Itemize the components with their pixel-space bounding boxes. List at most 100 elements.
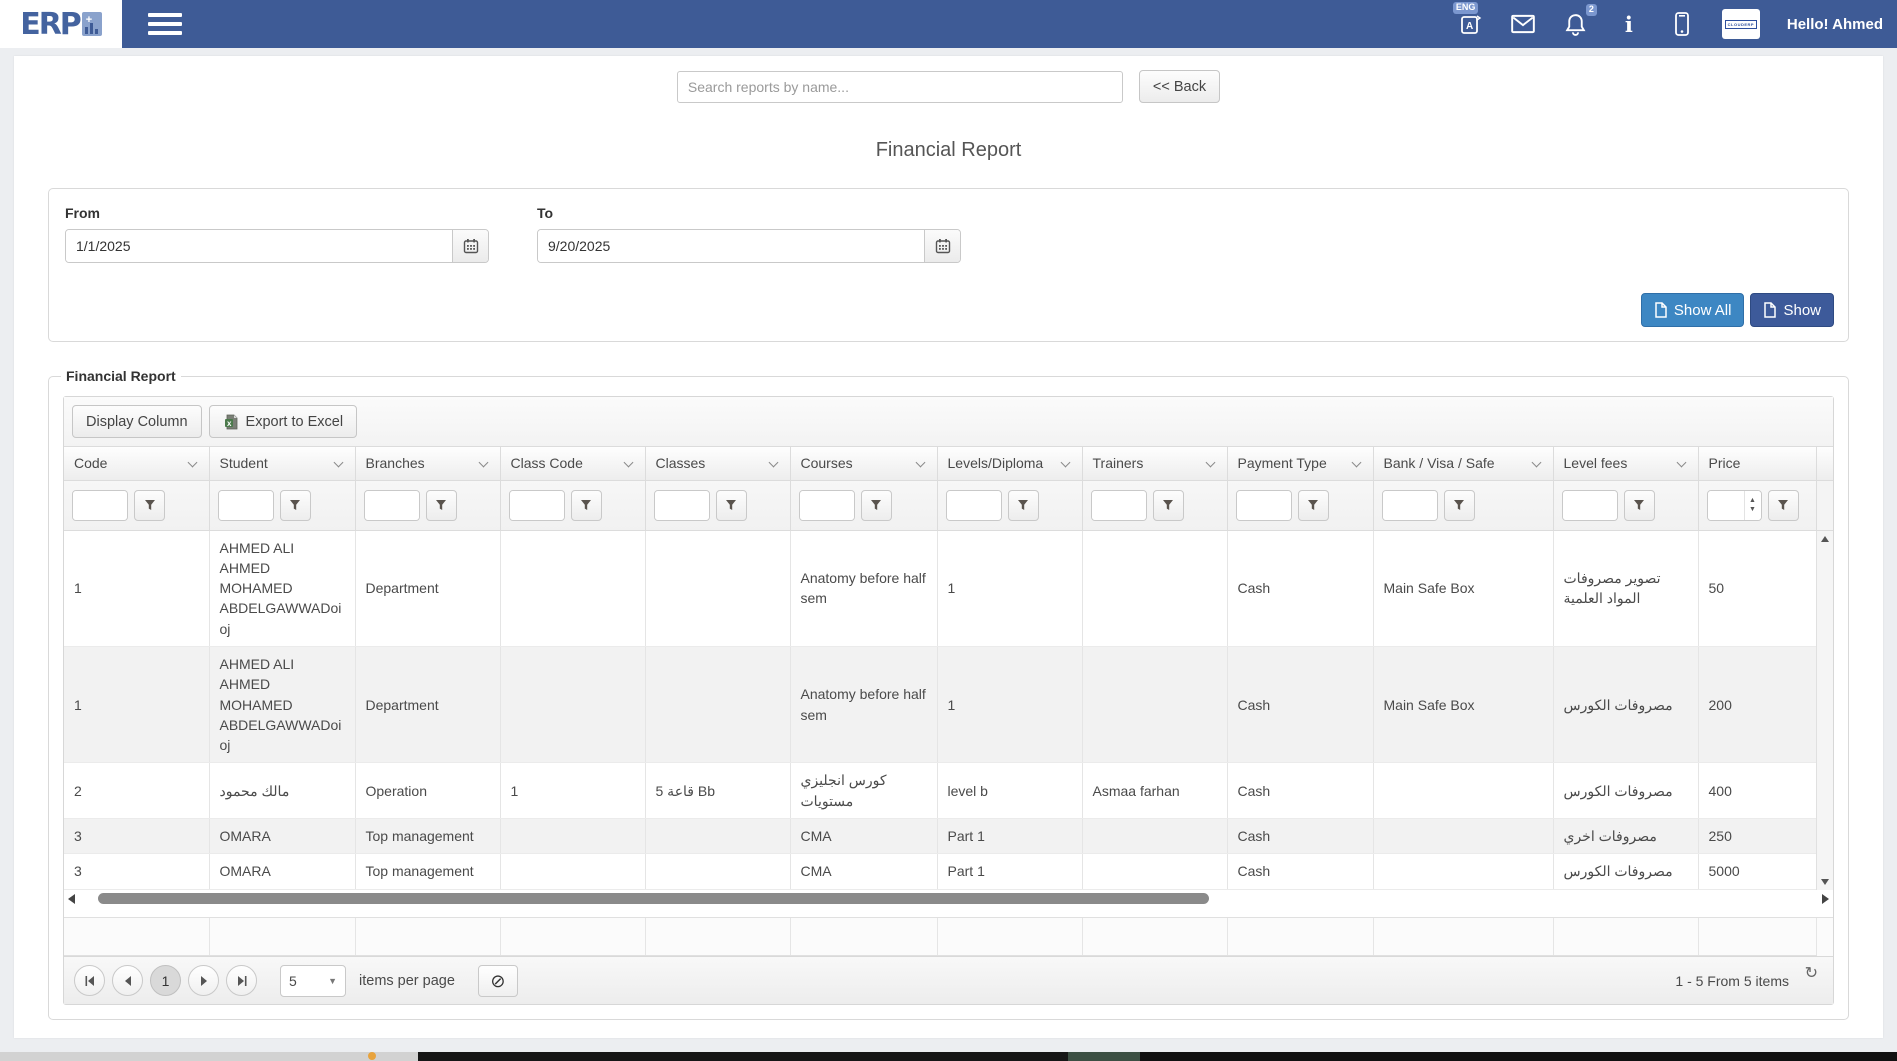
chevron-down-icon: ▼ xyxy=(328,975,337,986)
scroll-down-icon[interactable] xyxy=(1821,878,1829,885)
last-page-button[interactable] xyxy=(226,965,257,997)
filter-button-trainers[interactable] xyxy=(1152,489,1184,521)
column-menu-chevron-icon[interactable] xyxy=(1676,457,1686,468)
scroll-right-icon[interactable] xyxy=(1822,893,1829,904)
table-row[interactable]: 1 AHMED ALI AHMED MOHAMED ABDELGAWWADoioj… xyxy=(64,530,1817,647)
filter-input-levels-diploma[interactable] xyxy=(946,490,1001,520)
column-menu-chevron-icon[interactable] xyxy=(1205,457,1215,468)
main-panel: << Back Financial Report From To xyxy=(14,56,1883,1039)
filter-input-class-code[interactable] xyxy=(509,490,564,520)
column-menu-chevron-icon[interactable] xyxy=(187,457,197,468)
spinner-up-icon[interactable]: ▲ xyxy=(1749,497,1756,504)
erp-logo[interactable]: ERP + xyxy=(0,0,122,48)
horizontal-scrollbar-thumb[interactable] xyxy=(98,893,1209,905)
column-menu-chevron-icon[interactable] xyxy=(1531,457,1541,468)
refresh-button[interactable]: ↻ xyxy=(1799,962,1824,984)
from-calendar-button[interactable] xyxy=(452,230,488,262)
table-row[interactable]: 2 مالك محمود Operation 1 قاعة 5 Bb كورس انجلي… xyxy=(64,762,1817,820)
column-menu-chevron-icon[interactable] xyxy=(1060,457,1070,468)
numeric-spinner[interactable]: ▲ ▼ xyxy=(1743,490,1761,520)
spinner-down-icon[interactable]: ▼ xyxy=(1749,506,1756,513)
table-row[interactable]: 3 OMARA Top management CMA Part 1 Cash مصروفات… xyxy=(64,818,1817,855)
mail-icon[interactable] xyxy=(1510,11,1536,37)
show-all-button[interactable]: Show All xyxy=(1640,293,1745,327)
horizontal-scrollbar[interactable] xyxy=(64,889,1833,908)
language-icon[interactable]: ENG A xyxy=(1452,2,1483,37)
page-size-select[interactable]: 5 ▼ xyxy=(280,964,346,997)
column-header-bank-visa-safe[interactable]: Bank / Visa / Safe xyxy=(1373,447,1554,481)
filter-input-classes[interactable] xyxy=(654,490,709,520)
bell-icon[interactable]: 2 xyxy=(1563,4,1597,37)
clear-filters-button[interactable]: ⊘ xyxy=(477,964,518,997)
export-excel-button[interactable]: x Export to Excel xyxy=(208,405,358,438)
filter-button-bank-visa-safe[interactable] xyxy=(1443,489,1475,521)
vertical-scrollbar[interactable] xyxy=(1816,530,1833,890)
show-button[interactable]: Show xyxy=(1750,293,1834,327)
filter-input-courses[interactable] xyxy=(799,490,854,520)
column-menu-chevron-icon[interactable] xyxy=(1351,457,1361,468)
from-date-input[interactable] xyxy=(66,230,452,262)
column-header-level-fees[interactable]: Level fees xyxy=(1553,447,1699,481)
column-header-student[interactable]: Student xyxy=(209,447,356,481)
mobile-icon[interactable] xyxy=(1669,11,1695,37)
column-header-label: Code xyxy=(74,455,108,472)
column-menu-chevron-icon[interactable] xyxy=(768,457,778,468)
filter-input-branches[interactable] xyxy=(364,490,419,520)
next-page-button[interactable] xyxy=(188,965,219,997)
info-icon[interactable]: i xyxy=(1624,11,1633,37)
table-row[interactable]: 1 AHMED ALI AHMED MOHAMED ABDELGAWWADoioj… xyxy=(64,646,1817,764)
column-menu-chevron-icon[interactable] xyxy=(915,457,925,468)
filter-button-student[interactable] xyxy=(279,489,311,521)
avatar[interactable]: CLOUDERP xyxy=(1721,9,1760,39)
column-menu-chevron-icon[interactable] xyxy=(333,457,343,468)
display-column-button[interactable]: Display Column xyxy=(72,405,202,438)
search-input[interactable] xyxy=(676,70,1123,103)
column-header-trainers[interactable]: Trainers xyxy=(1082,447,1228,481)
scroll-left-icon[interactable] xyxy=(68,893,75,904)
to-label: To xyxy=(537,205,554,221)
filter-button-classes[interactable] xyxy=(715,489,747,521)
hamburger-menu-icon[interactable] xyxy=(144,4,186,44)
cell-payment-type: Cash xyxy=(1227,646,1374,764)
filter-input-code[interactable] xyxy=(73,490,127,520)
column-header-payment-type[interactable]: Payment Type xyxy=(1227,447,1374,481)
filter-input-payment-type[interactable] xyxy=(1236,490,1291,520)
filter-input-price[interactable] xyxy=(1707,490,1744,520)
bottom-strip xyxy=(0,1052,1897,1061)
user-greeting[interactable]: Hello! Ahmed xyxy=(1786,15,1883,33)
filter-input-bank-visa-safe[interactable] xyxy=(1382,490,1437,520)
filter-input-trainers[interactable] xyxy=(1091,490,1146,520)
date-filter-panel: From To S xyxy=(48,188,1849,342)
to-date-input[interactable] xyxy=(538,230,924,262)
column-header-levels-diploma[interactable]: Levels/Diploma xyxy=(937,447,1083,481)
column-header-class-code[interactable]: Class Code xyxy=(500,447,646,481)
column-menu-chevron-icon[interactable] xyxy=(623,457,633,468)
column-header-branches[interactable]: Branches xyxy=(355,447,501,481)
filter-input-level-fees[interactable] xyxy=(1562,490,1617,520)
cell-price: 200 xyxy=(1698,646,1817,764)
filter-button-branches[interactable] xyxy=(425,489,457,521)
previous-page-button[interactable] xyxy=(112,965,143,997)
column-header-price[interactable]: Price xyxy=(1698,447,1817,481)
filter-button-payment-type[interactable] xyxy=(1297,489,1329,521)
first-page-button[interactable] xyxy=(74,965,105,997)
scroll-up-icon[interactable] xyxy=(1821,535,1829,542)
filter-button-level-fees[interactable] xyxy=(1623,489,1655,521)
table-row[interactable]: 3 OMARA Top management CMA Part 1 Cash مصروفات… xyxy=(64,853,1817,890)
filter-button-levels-diploma[interactable] xyxy=(1007,489,1039,521)
filter-button-courses[interactable] xyxy=(860,489,892,521)
column-menu-chevron-icon[interactable] xyxy=(478,457,488,468)
footer-cell-code xyxy=(64,917,210,957)
page-1-button[interactable]: 1 xyxy=(150,965,181,997)
calendar-icon xyxy=(935,239,950,254)
filter-input-student[interactable] xyxy=(218,490,273,520)
filter-button-code[interactable] xyxy=(134,489,165,521)
to-calendar-button[interactable] xyxy=(924,230,960,262)
cell-class-code xyxy=(500,646,646,764)
filter-button-price[interactable] xyxy=(1767,489,1799,521)
column-header-classes[interactable]: Classes xyxy=(645,447,791,481)
filter-button-class-code[interactable] xyxy=(570,489,602,521)
column-header-courses[interactable]: Courses xyxy=(790,447,938,481)
column-header-code[interactable]: Code xyxy=(64,447,210,481)
back-button[interactable]: << Back xyxy=(1138,70,1221,103)
